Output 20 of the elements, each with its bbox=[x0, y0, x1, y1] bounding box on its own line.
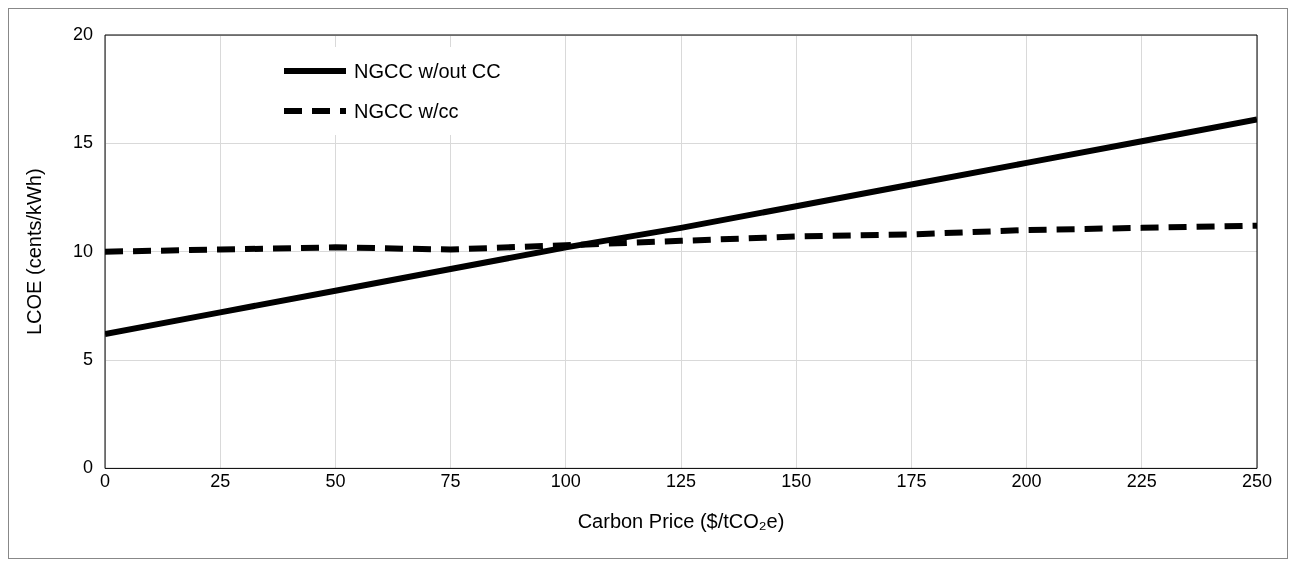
y-axis-title: LCOE (cents/kWh) bbox=[22, 168, 45, 336]
x-tick-label: 175 bbox=[896, 471, 927, 492]
x-tick-label: 150 bbox=[781, 471, 812, 492]
x-tick-label: 100 bbox=[550, 471, 581, 492]
legend-label: NGCC w/out CC bbox=[354, 59, 501, 83]
x-tick-label: 225 bbox=[1126, 471, 1157, 492]
y-tick-label: 15 bbox=[72, 132, 94, 153]
x-tick-label: 50 bbox=[325, 471, 346, 492]
x-axis-title: Carbon Price ($/tCO₂e) bbox=[577, 509, 785, 532]
y-tick-label: 20 bbox=[72, 23, 94, 44]
x-tick-label: 25 bbox=[210, 471, 231, 492]
legend-label: NGCC w/cc bbox=[354, 99, 459, 123]
x-tick-label: 0 bbox=[100, 471, 111, 492]
x-tick-label: 125 bbox=[665, 471, 697, 492]
y-tick-label: 0 bbox=[83, 457, 94, 478]
y-tick-label: 5 bbox=[83, 349, 94, 370]
x-tick-label: 250 bbox=[1241, 471, 1273, 492]
x-tick-label: 75 bbox=[440, 471, 461, 492]
y-tick-label: 10 bbox=[72, 240, 94, 261]
x-tick-label: 200 bbox=[1011, 471, 1042, 492]
